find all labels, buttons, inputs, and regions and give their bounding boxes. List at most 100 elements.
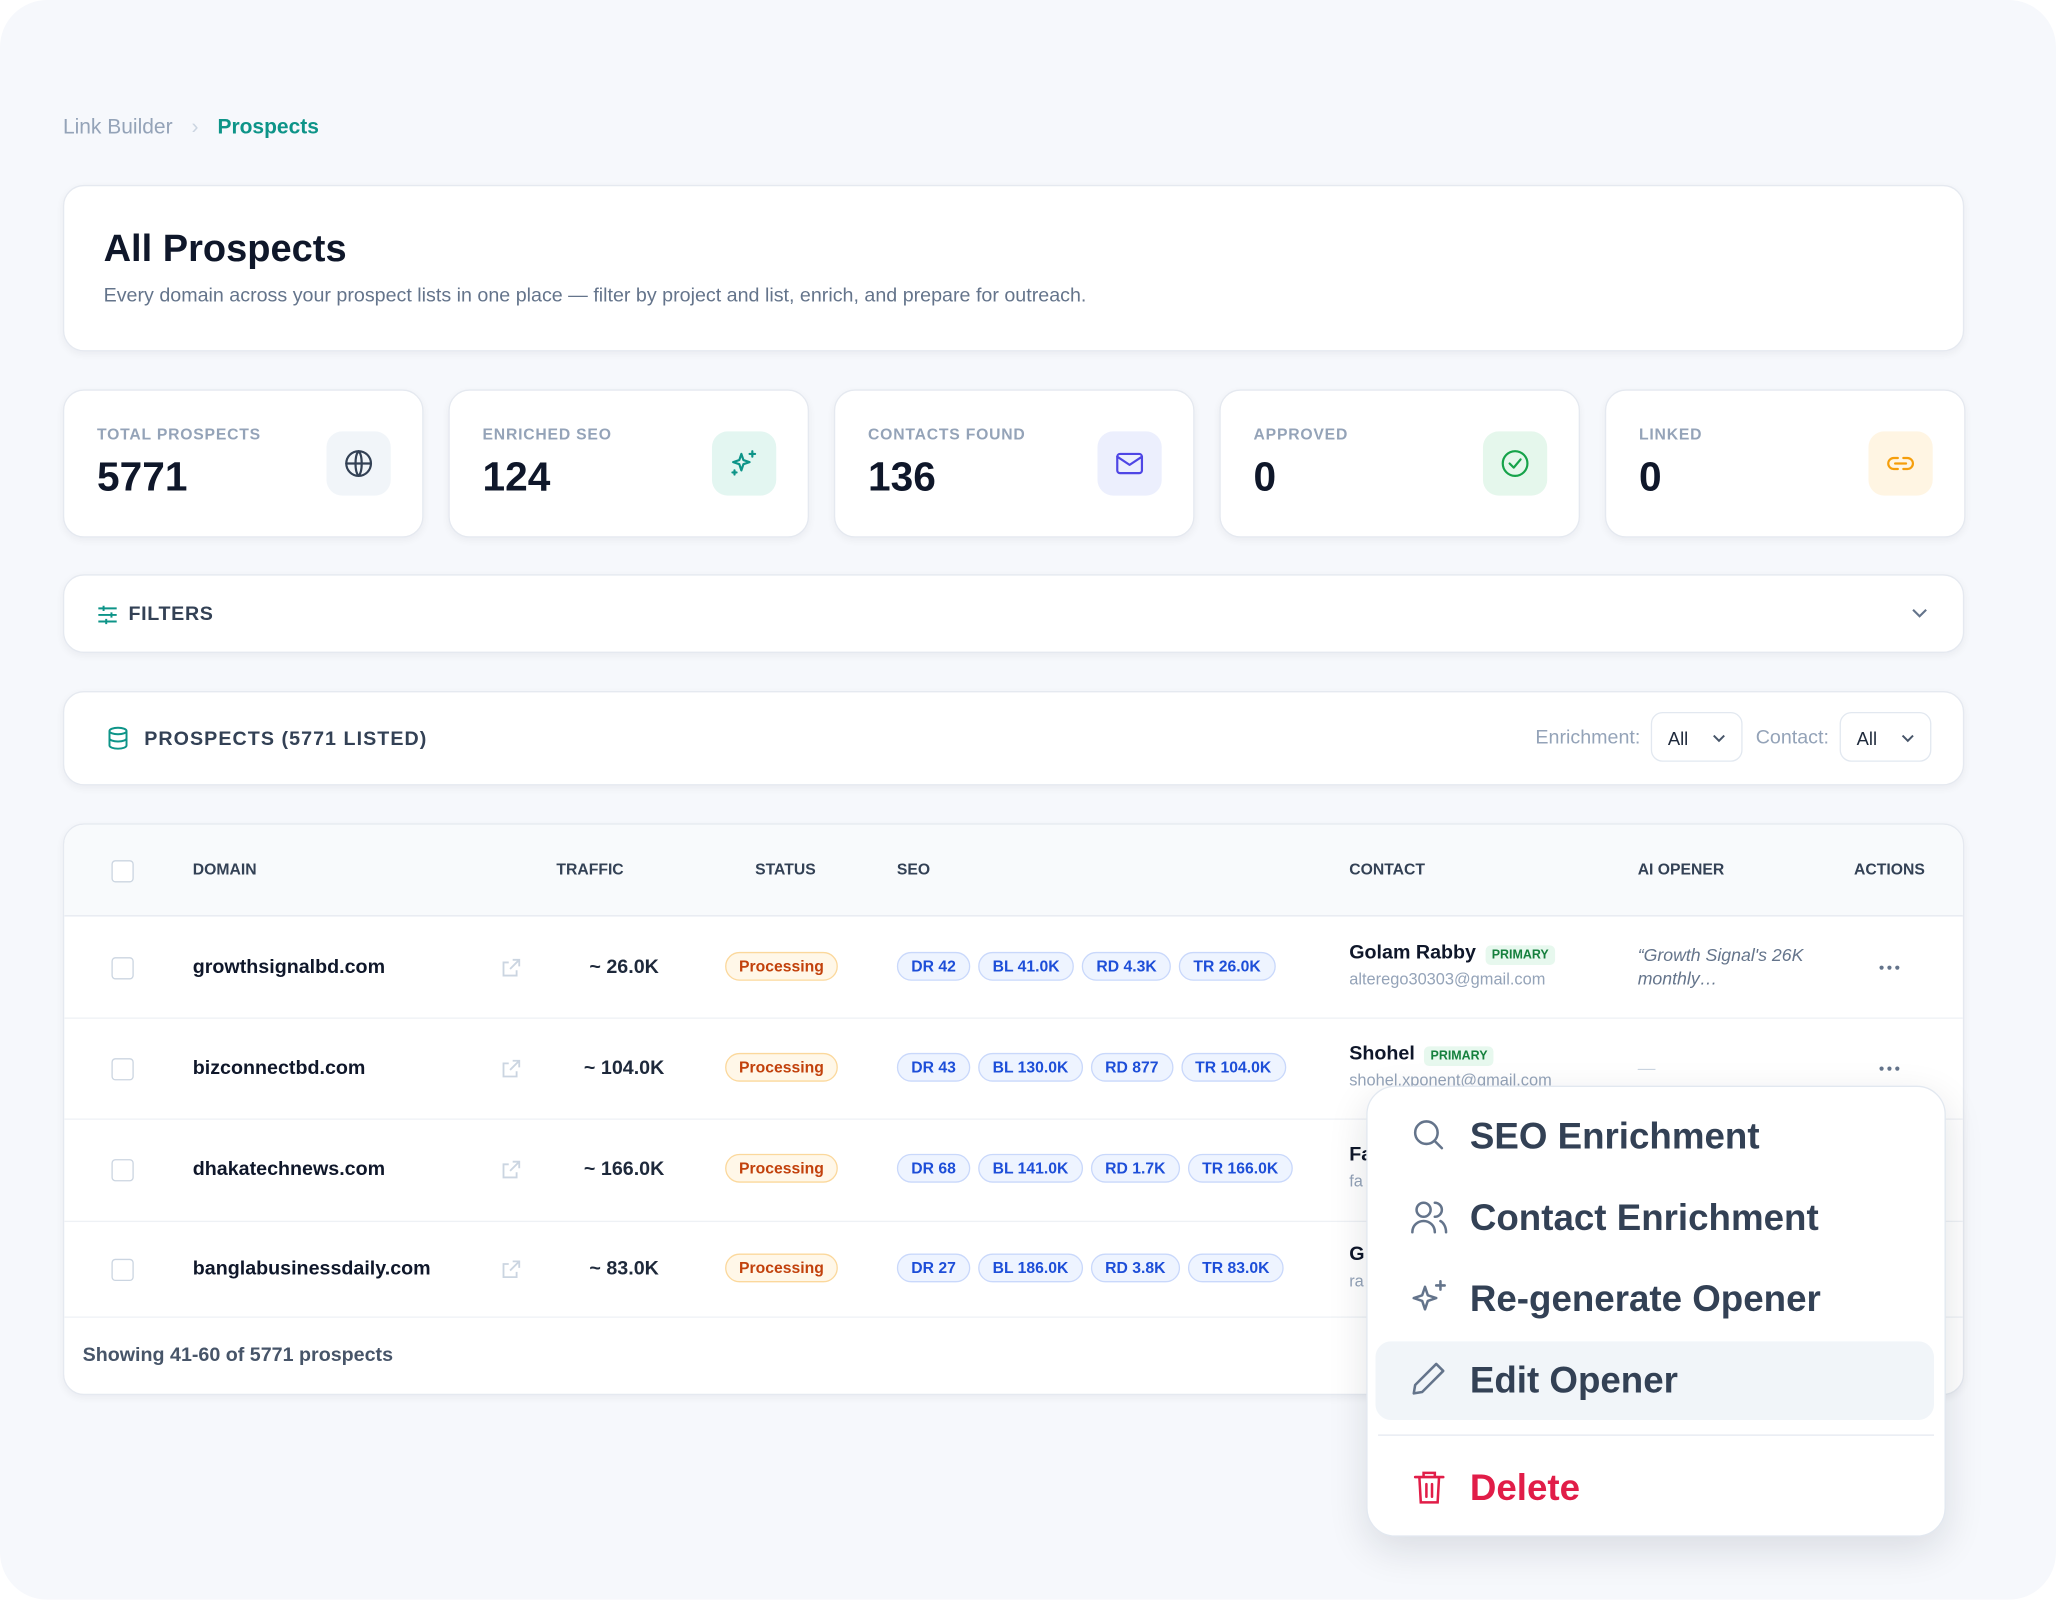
contact: Shohel PRIMARY shohel.xponent@gmail.com — [1349, 1042, 1551, 1089]
row-checkbox[interactable] — [111, 1057, 134, 1080]
stat-value: 0 — [1253, 453, 1277, 500]
contact: Golam Rabby PRIMARY alterego30303@gmail.co… — [1349, 940, 1556, 988]
crumb-current: Prospects — [217, 116, 319, 139]
stat-label: ENRICHED SEO — [482, 424, 612, 444]
primary-badge: PRIMARY — [1423, 1045, 1495, 1066]
stat-icon — [711, 431, 777, 496]
row-actions[interactable] — [1874, 957, 1905, 978]
ai-opener: “Growth Signal's 26K monthly… — [1637, 944, 1804, 988]
enrichment-select[interactable]: All — [1650, 711, 1743, 762]
seo-chip: RD 3.8K — [1090, 1252, 1180, 1282]
column-header: DOMAIN — [192, 860, 257, 879]
seo-chip: TR 83.0K — [1187, 1252, 1284, 1282]
enrichment-label: Enrichment: — [1535, 726, 1641, 749]
external-link[interactable] — [501, 1258, 522, 1279]
seo-chip: DR 42 — [896, 951, 971, 981]
domain[interactable]: dhakatechnews.com — [192, 1157, 386, 1181]
seo-cell: DR 42 BL 41.0K RD 4.3K TR 26.0K — [896, 951, 1283, 981]
external-link[interactable] — [501, 957, 522, 978]
breadcrumb: Link Builder › Prospects — [62, 116, 319, 139]
seo-chip: RD 1.7K — [1090, 1153, 1180, 1183]
contact-select[interactable]: All — [1839, 711, 1932, 762]
row-actions[interactable] — [1874, 1057, 1905, 1078]
stat-icon — [1868, 431, 1933, 496]
stat-card: APPROVED 0 — [1219, 389, 1580, 538]
menu-item[interactable]: Edit Opener — [1375, 1341, 1935, 1421]
column-header: TRAFFIC — [556, 860, 624, 879]
seo-chip: BL 130.0K — [978, 1052, 1083, 1082]
menu-item[interactable]: SEO Enrichment — [1375, 1097, 1934, 1176]
row-checkbox[interactable] — [111, 1258, 134, 1281]
enrichment-value: All — [1667, 727, 1689, 749]
seo-chip: BL 186.0K — [978, 1252, 1083, 1282]
column-header: ACTIONS — [1854, 860, 1925, 879]
menu-item-label: Delete — [1469, 1467, 1581, 1508]
stat-icon — [326, 431, 391, 496]
row-checkbox[interactable] — [111, 1159, 134, 1182]
menu-item-delete[interactable]: Delete — [1375, 1449, 1934, 1528]
seo-chip: DR 27 — [896, 1252, 971, 1282]
stat-value: 136 — [868, 453, 936, 500]
contact-value: All — [1856, 727, 1878, 749]
status-badge: Processing — [724, 1052, 839, 1082]
contact-label: Contact: — [1755, 726, 1829, 749]
domain[interactable]: bizconnectbd.com — [192, 1056, 366, 1079]
crumb[interactable]: Link Builder — [62, 116, 173, 139]
menu-item-label: Edit Opener — [1469, 1359, 1678, 1401]
prospects-bar: PROSPECTS (5771 LISTED) Enrichment: All … — [62, 691, 1965, 786]
seo-chip: TR 166.0K — [1187, 1153, 1293, 1183]
external-link[interactable] — [501, 1159, 522, 1180]
menu-item[interactable]: Re-generate Opener — [1375, 1260, 1934, 1339]
select-all[interactable] — [111, 860, 134, 883]
traffic: ~ 166.0K — [583, 1157, 665, 1181]
seo-chip: TR 104.0K — [1180, 1052, 1286, 1082]
seo-chip: RD 4.3K — [1081, 951, 1172, 981]
menu-item[interactable]: Contact Enrichment — [1375, 1179, 1934, 1258]
column-header: SEO — [896, 860, 931, 879]
contact-name: Golam Rabby — [1349, 940, 1477, 964]
domain[interactable]: banglabusinessdaily.com — [192, 1256, 431, 1280]
contact-email: fa — [1349, 1172, 1363, 1191]
seo-cell: DR 68 BL 141.0K RD 1.7K TR 166.0K — [896, 1153, 1301, 1183]
contact-name: Shohel — [1349, 1041, 1415, 1065]
stat-value: 0 — [1639, 453, 1662, 500]
table-row: banglabusinessdaily.com ~ 83.0K Processing… — [64, 1221, 1963, 1318]
menu-item-label: Contact Enrichment — [1469, 1197, 1819, 1238]
row-checkbox[interactable] — [111, 956, 134, 979]
stat-card: TOTAL PROSPECTS 5771 — [62, 389, 424, 538]
seo-chip: RD 877 — [1090, 1052, 1173, 1082]
primary-badge: PRIMARY — [1485, 944, 1556, 965]
table-header — [64, 824, 1963, 917]
stat-label: LINKED — [1639, 424, 1703, 444]
seo-chip: BL 141.0K — [978, 1153, 1083, 1183]
contact-name: G — [1349, 1242, 1365, 1265]
menu-item-label: Re-generate Opener — [1469, 1278, 1821, 1320]
ai-opener: — — [1637, 1057, 1656, 1078]
filters-bar[interactable]: FILTERS — [62, 574, 1965, 653]
stat-label: CONTACTS FOUND — [868, 424, 1026, 444]
table-row: bizconnectbd.com ~ 104.0K Processing DR 43 B… — [64, 1017, 1963, 1120]
status-cell: Processing — [707, 1052, 864, 1082]
traffic: ~ 104.0K — [583, 1056, 665, 1079]
external-link[interactable] — [501, 1057, 522, 1078]
menu-item-label: SEO Enrichment — [1469, 1115, 1760, 1157]
traffic: ~ 83.0K — [589, 1256, 659, 1280]
seo-cell: DR 43 BL 130.0K RD 877 TR 104.0K — [896, 1052, 1294, 1082]
stat-icon — [1482, 431, 1548, 496]
status-badge: Processing — [724, 1153, 839, 1183]
column-header: STATUS — [755, 860, 816, 879]
status-cell: Processing — [707, 1252, 864, 1282]
stat-card: LINKED 0 — [1604, 389, 1966, 538]
table-row: growthsignalbd.com ~ 26.0K Processing DR 42… — [64, 917, 1963, 1019]
stat-value: 124 — [482, 453, 551, 500]
contact-email: ra — [1349, 1271, 1364, 1290]
status-badge: Processing — [724, 1252, 839, 1282]
stat-icon — [1097, 431, 1162, 496]
prospects-title: PROSPECTS (5771 LISTED) — [144, 727, 428, 751]
domain[interactable]: growthsignalbd.com — [192, 955, 386, 978]
status-badge: Processing — [724, 951, 839, 981]
seo-chip: DR 68 — [896, 1153, 971, 1183]
